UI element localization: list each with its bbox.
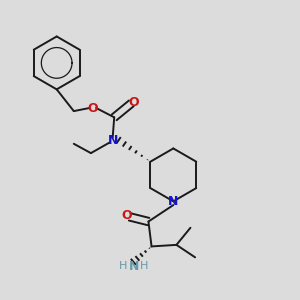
Text: N: N xyxy=(107,134,118,147)
Text: H: H xyxy=(140,261,148,271)
Text: O: O xyxy=(122,209,132,222)
Text: H: H xyxy=(119,261,128,271)
Text: O: O xyxy=(87,101,98,115)
Text: N: N xyxy=(129,260,140,272)
Text: N: N xyxy=(168,195,178,208)
Text: O: O xyxy=(128,96,139,109)
